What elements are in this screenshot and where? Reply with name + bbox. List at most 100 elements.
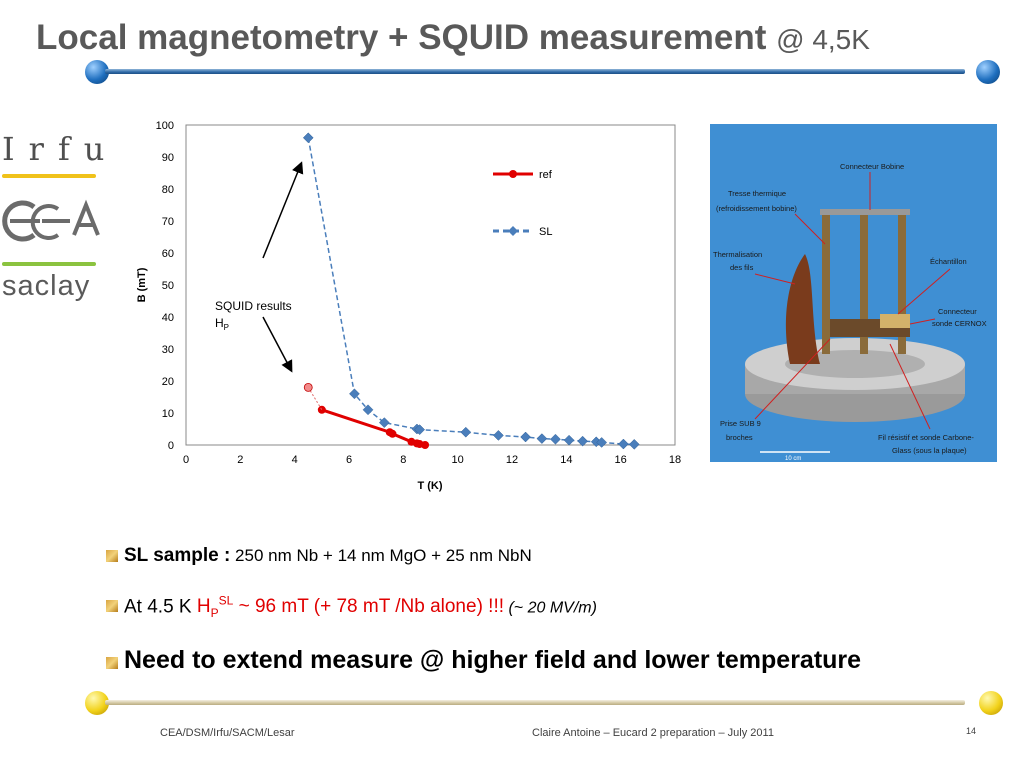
y-tick-label: 20: [162, 376, 174, 388]
saclay-logo: saclay: [0, 262, 105, 312]
hp-subscript: P: [210, 606, 219, 621]
axes-layer: 0 2 4 6 8 10 12 14 16 18 0 10 20 30 40 50 60 70 80 90 100: [156, 120, 681, 466]
x-tick-label: 10: [452, 454, 464, 466]
right-yellow-ball-decoration: [979, 691, 1003, 715]
sl-data-point: [563, 434, 575, 446]
label-connecteur-bobine: Connecteur Bobine: [840, 162, 904, 171]
hp-superscript: SL: [218, 594, 234, 608]
irfu-logo-underline: [2, 174, 96, 178]
label-fil-resistif: Fil résistif et sonde Carbone-: [878, 433, 974, 442]
saclay-logo-text: saclay: [2, 270, 91, 302]
label-broches: broches: [726, 433, 753, 442]
squid-annotation: SQUID results HP: [215, 161, 304, 373]
x-tick-label: 16: [615, 454, 627, 466]
x-tick-label: 12: [506, 454, 518, 466]
annotation-squid-results: SQUID results: [215, 299, 292, 313]
ref-data-point: [317, 405, 326, 414]
y-tick-label: 80: [162, 184, 174, 196]
irfu-logo: Irfu: [0, 130, 105, 180]
y-tick-label: 50: [162, 280, 174, 292]
sl-data-point: [414, 424, 425, 435]
footer-left: CEA/DSM/Irfu/SACM/Lesar: [160, 727, 295, 739]
series-layer: [302, 132, 640, 450]
plot-area-border: [185, 124, 676, 446]
title-underline-rule: [105, 69, 965, 74]
x-tick-label: 6: [346, 454, 352, 466]
x-tick-label: 18: [669, 454, 681, 466]
sl-data-point: [536, 433, 548, 444]
sl-data-point: [628, 439, 640, 450]
cea-logo: cea: [0, 195, 105, 245]
sl-data-point: [596, 437, 608, 448]
y-tick-label: 0: [168, 440, 174, 452]
footer-rule: [105, 700, 965, 705]
y-axis-label: B (mT): [136, 267, 148, 302]
y-tick-label: 70: [162, 216, 174, 228]
label-tresse-thermique: Tresse thermique: [728, 189, 786, 198]
x-tick-label: 14: [560, 454, 572, 466]
sl-sample-line: SL sample : 250 nm Nb + 14 nm MgO + 25 n…: [124, 545, 532, 567]
title-main: Local magnetometry + SQUID measurement: [36, 18, 767, 57]
label-des-fils: des fils: [730, 263, 754, 272]
legend-ref-marker: [509, 170, 517, 178]
y-tick-label: 60: [162, 248, 174, 260]
sl-data-point: [577, 435, 588, 447]
sl-data-point: [520, 431, 531, 443]
legend-sl-marker: [508, 226, 518, 236]
bullet-icon: [106, 657, 118, 669]
bullet-icon: [106, 600, 118, 612]
label-glass: Glass (sous la plaque): [892, 446, 967, 455]
hp-symbol: H: [196, 596, 211, 618]
annotation-hp-main: H: [215, 316, 224, 330]
sl-data-point: [349, 388, 360, 400]
annotation-hp: HP: [215, 316, 229, 332]
slide-title: Local magnetometry + SQUID measurement @…: [36, 18, 870, 58]
irfu-logo-text: Irfu: [2, 130, 119, 168]
sl-data-point: [378, 417, 390, 428]
label-echantillon: Échantillon: [930, 257, 967, 266]
label-sonde-cernox: sonde CERNOX: [932, 319, 987, 328]
cea-logo-mark: [2, 199, 100, 242]
y-tick-label: 40: [162, 312, 174, 324]
x-tick-label: 8: [400, 454, 406, 466]
x-axis-label: T (K): [417, 480, 442, 492]
sl-data-point: [362, 404, 374, 416]
scale-bar-label: 10 cm: [785, 456, 801, 462]
right-blue-ball-decoration: [976, 60, 1000, 84]
x-tick-label: 0: [183, 454, 189, 466]
title-suffix: @ 4,5K: [776, 24, 870, 55]
hp-value: ~ 96 mT (+ 78 mT /Nb alone) !!!: [233, 596, 505, 618]
ref-data-point: [388, 429, 397, 438]
label-prise-sub9: Prise SUB 9: [720, 419, 761, 428]
ref-data-point: [421, 441, 430, 449]
sl-sample-label: SL sample :: [124, 545, 231, 566]
sl-sample-text: 250 nm Nb + 14 nm MgO + 25 nm NbN: [230, 546, 532, 565]
hp-data-point: [303, 382, 313, 392]
y-tick-label: 30: [162, 344, 174, 356]
label-thermalisation: Thermalisation: [713, 250, 762, 259]
setup-illustration: Connecteur Bobine Tresse thermique (refr…: [710, 124, 997, 462]
sl-data-point: [618, 438, 629, 450]
legend-ref-label: ref: [539, 169, 553, 181]
y-tick-label: 10: [162, 408, 174, 420]
x-tick-label: 4: [292, 454, 298, 466]
x-tick-label: 2: [237, 454, 243, 466]
sl-data-point: [302, 132, 314, 144]
y-tick-label: 100: [156, 120, 174, 132]
hp-line: At 4.5 K HPSL ~ 96 mT (+ 78 mT /Nb alone…: [124, 594, 597, 620]
arrow-to-sl-peak: [262, 161, 304, 259]
experimental-setup-photo: Connecteur Bobine Tresse thermique (refr…: [710, 124, 997, 462]
label-connecteur: Connecteur: [938, 307, 977, 316]
saclay-logo-overline: [2, 262, 96, 266]
bullet-icon: [106, 550, 118, 562]
label-refroidissement: (refroidissement bobine): [716, 204, 797, 213]
hp-prefix: At 4.5 K: [124, 596, 197, 618]
legend-sl-label: SL: [539, 226, 552, 238]
footer-center: Claire Antoine – Eucard 2 preparation – …: [532, 727, 774, 739]
arrow-to-ref-hp: [262, 316, 293, 373]
page-number: 14: [966, 726, 977, 736]
need-extend-line: Need to extend measure @ higher field an…: [124, 646, 862, 674]
b-vs-t-chart: 0 2 4 6 8 10 12 14 16 18 0 10 20 30 40 50 60 70 80 90 100 T …: [135, 112, 695, 502]
sl-data-point: [493, 430, 504, 441]
sl-data-point: [460, 426, 472, 438]
